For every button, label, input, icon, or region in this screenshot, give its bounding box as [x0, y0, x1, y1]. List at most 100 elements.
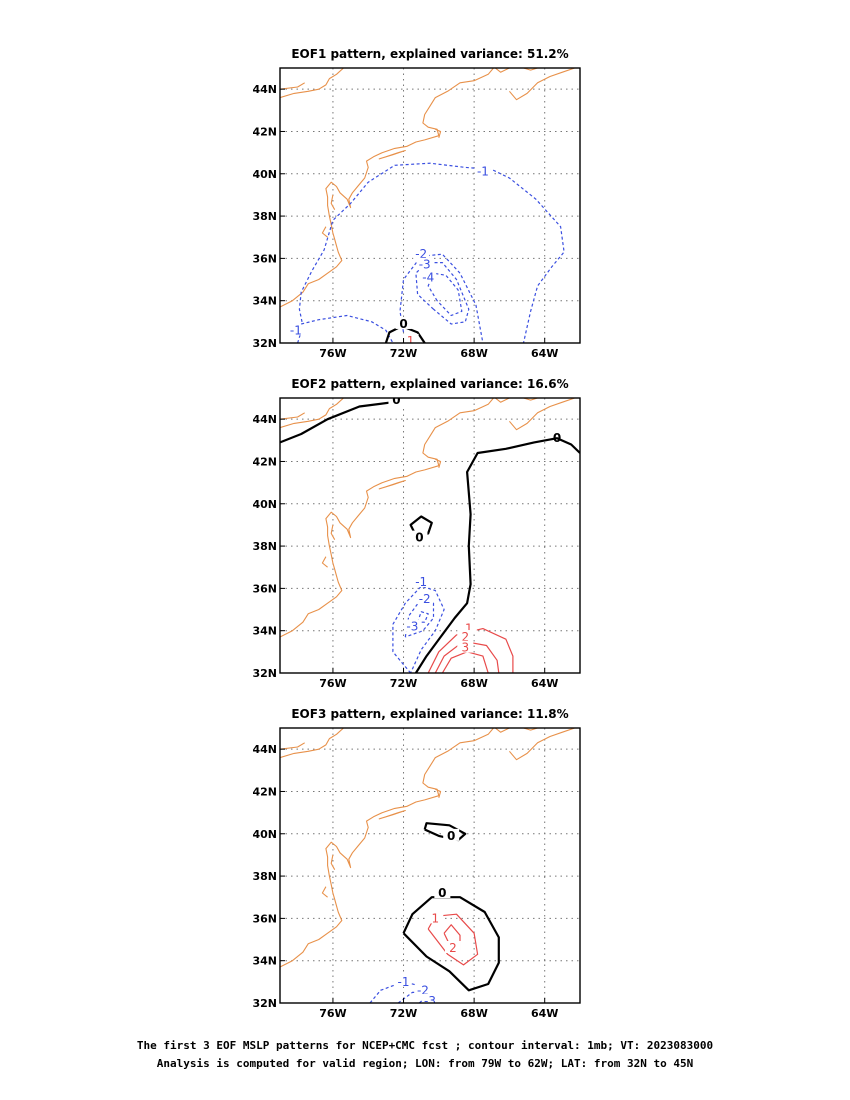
- contour-label-bg: [395, 974, 412, 987]
- lat-tick-label: 40N: [252, 168, 277, 181]
- contour-label: -4: [422, 270, 434, 284]
- contour-label: 0: [392, 393, 400, 407]
- contour-line: [427, 628, 514, 673]
- coastline: [508, 398, 575, 431]
- contour-line: [417, 611, 429, 623]
- lat-tick-label: 40N: [252, 828, 277, 841]
- contour-label-bg: [388, 398, 405, 406]
- eof3-map: EOF3 pattern, explained variance: 11.8% 0…: [252, 707, 581, 1020]
- contour-line: [414, 437, 580, 673]
- contour-label: 0: [447, 829, 455, 843]
- lon-tick-label: 68W: [460, 677, 487, 690]
- coastline: [494, 68, 510, 73]
- contour-line: [415, 262, 470, 325]
- lon-tick-label: 76W: [319, 1007, 346, 1020]
- contour-line: [392, 585, 445, 673]
- lon-tick-label: 76W: [319, 347, 346, 360]
- contour-line: [404, 598, 435, 638]
- contour-line: [402, 896, 500, 992]
- coastline: [494, 728, 510, 733]
- contour-label-bg: [404, 619, 421, 632]
- contour-label: 1: [407, 334, 415, 348]
- contour-label-bg: [402, 333, 419, 343]
- lat-tick-label: 44N: [252, 83, 277, 96]
- contour-label-bg: [434, 886, 451, 898]
- contour-label: -2: [417, 983, 429, 997]
- caption-line-2: Analysis is computed for valid region; L…: [156, 1057, 694, 1070]
- contour-label-bg: [474, 164, 491, 177]
- lat-tick-label: 44N: [252, 413, 277, 426]
- coastline: [508, 728, 575, 761]
- contour-label: -3: [419, 258, 431, 272]
- map-area: -1 -1 -2-3-4 01: [280, 68, 580, 348]
- contour-label: -1: [477, 165, 489, 179]
- coastline: [280, 68, 494, 308]
- eof2-panel: EOF2 pattern, explained variance: 16.6% 0…: [0, 360, 850, 700]
- contour-label: 3: [461, 641, 469, 655]
- coastline: [330, 194, 336, 210]
- coastline: [508, 68, 575, 101]
- map-frame: [279, 397, 581, 674]
- contour-label-bg: [411, 530, 428, 543]
- coastline: [378, 149, 406, 160]
- coastline: [435, 788, 442, 798]
- contour-label: 2: [461, 630, 469, 644]
- map-frame: [279, 67, 581, 344]
- contour-label-bg: [287, 323, 304, 336]
- lat-tick-label: 32N: [252, 997, 277, 1010]
- lat-tick-label: 38N: [252, 870, 277, 883]
- coastline: [280, 398, 344, 429]
- contour-label-bg: [413, 575, 430, 588]
- contour-label: 2: [449, 941, 457, 955]
- coastline: [523, 398, 538, 401]
- coastline: [280, 728, 344, 759]
- contour-label: -2: [415, 247, 427, 261]
- map-frame: [279, 727, 581, 1004]
- lat-tick-label: 36N: [252, 912, 277, 925]
- lon-tick-label: 72W: [390, 347, 417, 360]
- figure-caption: The first 3 EOF MSLP patterns for NCEP+C…: [0, 1037, 850, 1073]
- contour-label-bg: [414, 983, 431, 996]
- lat-tick-label: 42N: [252, 785, 277, 798]
- lon-tick-label: 72W: [390, 1007, 417, 1020]
- lat-tick-label: 42N: [252, 125, 277, 138]
- contour-label-bg: [457, 640, 474, 653]
- contour-label-bg: [422, 993, 438, 1003]
- contour-label-bg: [420, 270, 437, 283]
- lon-tick-label: 64W: [531, 677, 558, 690]
- contour-label-bg: [416, 257, 433, 270]
- lat-tick-label: 40N: [252, 498, 277, 511]
- eof1-map: EOF1 pattern, explained variance: 51.2% -…: [252, 47, 581, 360]
- lat-tick-label: 34N: [252, 955, 277, 968]
- coastline: [280, 742, 305, 750]
- panel-title: EOF3 pattern, explained variance: 11.8%: [291, 707, 568, 721]
- contour-label-bg: [413, 247, 430, 260]
- contour-label-bg: [416, 591, 433, 604]
- lon-tick-label: 64W: [531, 1007, 558, 1020]
- coastline: [280, 82, 305, 90]
- lat-tick-label: 32N: [252, 667, 277, 680]
- panel-title: EOF1 pattern, explained variance: 51.2%: [291, 47, 568, 61]
- contour-label-bg: [443, 828, 460, 841]
- lon-tick-label: 68W: [460, 1007, 487, 1020]
- coastline: [280, 412, 305, 420]
- lon-tick-label: 64W: [531, 347, 558, 360]
- lat-tick-label: 38N: [252, 210, 277, 223]
- coastline: [280, 398, 494, 638]
- contour-label-bg: [457, 630, 474, 643]
- coastline: [378, 479, 406, 490]
- coastline: [280, 728, 494, 968]
- lon-tick-label: 72W: [390, 677, 417, 690]
- coastline: [494, 398, 510, 403]
- eof3-panel: EOF3 pattern, explained variance: 11.8% 0…: [0, 690, 850, 1030]
- lat-tick-label: 36N: [252, 582, 277, 595]
- contour-label: -1: [415, 575, 427, 589]
- contour-line: [427, 272, 463, 317]
- contour-label: -3: [406, 619, 418, 633]
- contour-label: -3: [424, 994, 436, 1008]
- eof2-map: EOF2 pattern, explained variance: 16.6% 0…: [252, 377, 581, 690]
- lat-tick-label: 34N: [252, 295, 277, 308]
- coastline: [523, 728, 538, 731]
- contour-line: [434, 640, 500, 673]
- caption-line-1: The first 3 EOF MSLP patterns for NCEP+C…: [136, 1039, 714, 1052]
